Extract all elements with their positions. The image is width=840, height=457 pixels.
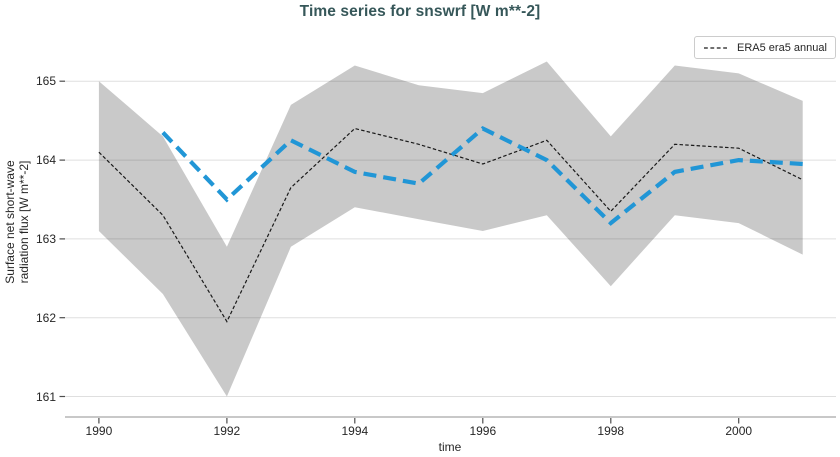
y-axis-label: Surface net short-wave radiation flux [W… bbox=[3, 160, 31, 283]
y-axis-label-line1: Surface net short-wave bbox=[3, 160, 17, 284]
y-tick-label: 165 bbox=[35, 74, 56, 89]
chart-title: Time series for snswrf [W m**-2] bbox=[299, 3, 541, 20]
legend: ERA5 era5 annual bbox=[694, 36, 836, 59]
legend-label: ERA5 era5 annual bbox=[737, 42, 827, 54]
x-tick-label: 1998 bbox=[597, 424, 625, 438]
x-tick-label: 1994 bbox=[341, 424, 369, 438]
y-tick-label: 164 bbox=[35, 153, 56, 168]
x-tick-label: 1992 bbox=[213, 424, 241, 438]
y-tick-label: 161 bbox=[35, 389, 56, 404]
blue-dashed-line bbox=[161, 126, 803, 226]
dashed-line-sample-icon bbox=[704, 46, 729, 49]
x-tick-label: 1990 bbox=[85, 424, 113, 438]
x-axis-label: time bbox=[438, 440, 462, 454]
x-tick-label: 1996 bbox=[469, 424, 497, 438]
y-tick-label: 163 bbox=[35, 231, 56, 246]
y-axis-label-line2: radiation flux [W m**-2] bbox=[17, 160, 31, 284]
uncertainty-band bbox=[98, 61, 803, 397]
era5-annual-line bbox=[98, 127, 803, 323]
y-tick-label: 162 bbox=[35, 310, 56, 325]
x-tick-label: 2000 bbox=[725, 424, 753, 438]
